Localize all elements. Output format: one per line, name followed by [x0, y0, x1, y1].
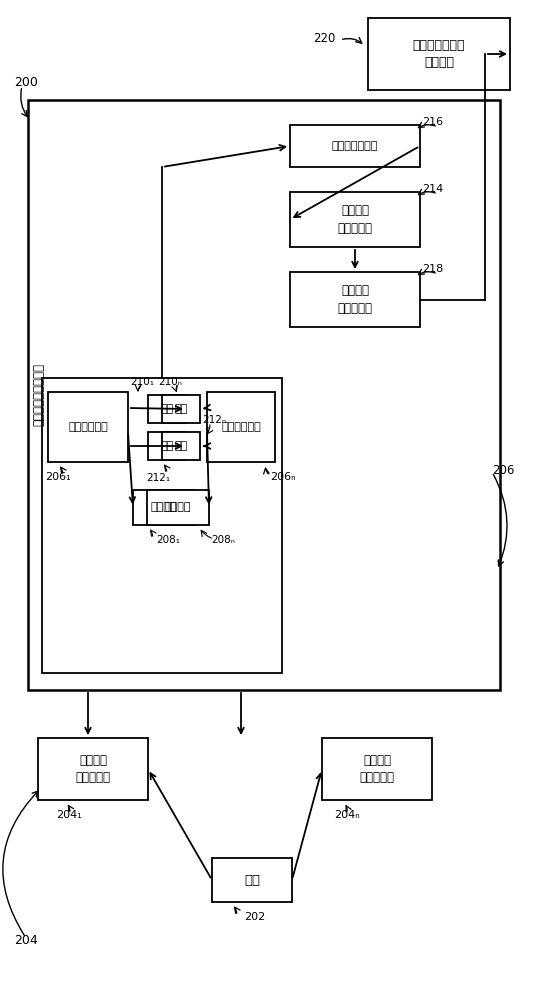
- Bar: [48, 392, 128, 462]
- Bar: [28, 100, 500, 690]
- Text: 220: 220: [313, 31, 336, 44]
- Text: 直方图生成器: 直方图生成器: [68, 422, 108, 432]
- Text: 216: 216: [422, 117, 443, 127]
- Text: 患者健康状态确定器: 患者健康状态确定器: [33, 363, 46, 426]
- Text: 时间窗口: 时间窗口: [151, 502, 177, 512]
- Bar: [322, 738, 432, 800]
- Text: 分筱: 分筱: [160, 404, 174, 414]
- Text: 214: 214: [422, 184, 443, 194]
- Text: 时间窗口: 时间窗口: [165, 502, 191, 512]
- Bar: [162, 432, 200, 460]
- Bar: [290, 192, 420, 247]
- Text: 202: 202: [244, 912, 265, 922]
- Bar: [212, 858, 292, 902]
- Text: 复合评分
分布确定器: 复合评分 分布确定器: [338, 284, 373, 314]
- Text: 健康状态
参数传感器: 健康状态 参数传感器: [360, 754, 394, 784]
- Text: 204₁: 204₁: [56, 810, 82, 820]
- Bar: [290, 125, 420, 167]
- Bar: [147, 490, 209, 525]
- Text: 200: 200: [14, 77, 38, 90]
- Text: （一个或多个）
输出设备: （一个或多个） 输出设备: [413, 39, 465, 69]
- Bar: [38, 738, 148, 800]
- Text: 206₁: 206₁: [45, 472, 71, 482]
- Text: 210₁: 210₁: [130, 377, 154, 387]
- Text: 206ₙ: 206ₙ: [270, 472, 296, 482]
- Text: 204ₙ: 204ₙ: [334, 810, 360, 820]
- Bar: [133, 490, 195, 525]
- Bar: [148, 432, 186, 460]
- Text: 212ₙ: 212ₙ: [202, 415, 226, 425]
- Text: 评分到分筱映射: 评分到分筱映射: [332, 141, 378, 151]
- Text: 206: 206: [492, 464, 515, 477]
- Text: 个体评分
分布确定器: 个体评分 分布确定器: [338, 205, 373, 234]
- Text: 208ₙ: 208ₙ: [211, 535, 235, 545]
- Bar: [42, 378, 282, 673]
- Text: 对象: 对象: [244, 874, 260, 886]
- Text: 分筱: 分筱: [174, 404, 188, 414]
- Bar: [162, 395, 200, 423]
- Bar: [290, 272, 420, 327]
- Text: 健康状态
参数传感器: 健康状态 参数传感器: [76, 754, 110, 784]
- Text: 210ₙ: 210ₙ: [158, 377, 182, 387]
- Text: 208₁: 208₁: [156, 535, 180, 545]
- Bar: [207, 392, 275, 462]
- Text: 权重: 权重: [174, 441, 188, 451]
- Text: 218: 218: [422, 264, 443, 274]
- Text: 204: 204: [14, 934, 38, 946]
- Text: 直方图生成器: 直方图生成器: [221, 422, 261, 432]
- Bar: [148, 395, 186, 423]
- Text: 212₁: 212₁: [146, 473, 170, 483]
- Bar: [368, 18, 510, 90]
- Text: 权重: 权重: [160, 441, 174, 451]
